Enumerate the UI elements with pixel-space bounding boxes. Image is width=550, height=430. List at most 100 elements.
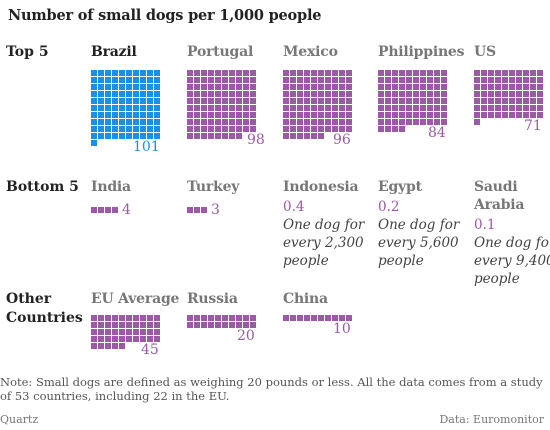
dog-square [392, 91, 398, 97]
dog-square [488, 91, 494, 97]
dog-square [140, 98, 146, 104]
dog-square [133, 84, 139, 90]
dog-square [140, 322, 146, 328]
dog-square [154, 119, 160, 125]
waffle-india [91, 207, 118, 213]
dog-square [297, 91, 303, 97]
dog-square [502, 91, 508, 97]
dog-square [222, 70, 228, 76]
dog-square [229, 322, 235, 328]
dog-square [413, 77, 419, 83]
value-label: 20 [237, 328, 255, 344]
dog-square [194, 112, 200, 118]
dog-square [385, 119, 391, 125]
country-name: Saudi Arabia [474, 179, 525, 213]
dog-square [378, 84, 384, 90]
dog-square [229, 70, 235, 76]
dog-square [215, 112, 221, 118]
dog-square [126, 98, 132, 104]
dog-square [392, 119, 398, 125]
dog-square [133, 336, 139, 342]
dog-square [509, 77, 515, 83]
dog-square [339, 91, 345, 97]
dog-square [215, 91, 221, 97]
dog-square [154, 126, 160, 132]
dog-square [215, 315, 221, 321]
dog-square [297, 77, 303, 83]
dog-square [140, 336, 146, 342]
country-cell-china: China 10 [283, 290, 373, 337]
country-name: Turkey [187, 179, 240, 195]
dog-square [147, 70, 153, 76]
dog-square [208, 322, 214, 328]
dog-square [229, 133, 235, 139]
dog-square [140, 112, 146, 118]
dog-square [523, 84, 529, 90]
dog-square [98, 336, 104, 342]
dog-square [133, 112, 139, 118]
dog-square [91, 336, 97, 342]
country-cell-egypt: Egypt 0.2 One dog for every 5,600 people [378, 178, 468, 270]
dog-square [523, 70, 529, 76]
data-source: Data: Euromonitor [439, 413, 544, 426]
dog-square [290, 133, 296, 139]
dog-square [119, 336, 125, 342]
dog-square [537, 98, 543, 104]
dog-square [187, 91, 193, 97]
dog-square [290, 98, 296, 104]
dog-square [530, 77, 536, 83]
dog-square [474, 70, 480, 76]
dog-square [140, 126, 146, 132]
dog-square [385, 70, 391, 76]
dog-square [509, 70, 515, 76]
dog-square [236, 70, 242, 76]
dog-square [229, 77, 235, 83]
dog-square [112, 207, 118, 213]
dog-square [91, 126, 97, 132]
dog-square [105, 126, 111, 132]
dog-square [140, 315, 146, 321]
dog-square [133, 329, 139, 335]
dog-square [332, 112, 338, 118]
dog-square [201, 70, 207, 76]
dog-square [509, 98, 515, 104]
dog-square [112, 343, 118, 349]
dog-square [311, 105, 317, 111]
dog-square [105, 322, 111, 328]
dog-square [119, 105, 125, 111]
dog-square [243, 322, 249, 328]
dog-square [304, 112, 310, 118]
row-label-bottom5: Bottom 5 [6, 179, 79, 195]
dog-square [392, 77, 398, 83]
dog-square [523, 98, 529, 104]
dog-square [194, 84, 200, 90]
dog-square [339, 105, 345, 111]
dog-square [133, 77, 139, 83]
dog-square [222, 105, 228, 111]
dog-square [434, 77, 440, 83]
dog-square [119, 84, 125, 90]
dog-square [222, 315, 228, 321]
dog-square [392, 105, 398, 111]
dog-square [297, 70, 303, 76]
dog-square [208, 105, 214, 111]
dog-square [290, 70, 296, 76]
dog-square [318, 70, 324, 76]
dog-square [98, 91, 104, 97]
dog-square [154, 336, 160, 342]
dog-square [222, 133, 228, 139]
dog-square [406, 105, 412, 111]
dog-square [98, 84, 104, 90]
dog-square [304, 315, 310, 321]
dog-square [215, 126, 221, 132]
dog-square [236, 98, 242, 104]
dog-square [304, 91, 310, 97]
dog-square [332, 315, 338, 321]
dog-square [441, 84, 447, 90]
dog-square [311, 112, 317, 118]
dog-square [187, 84, 193, 90]
dog-square [147, 315, 153, 321]
dog-square [283, 133, 289, 139]
dog-square [208, 98, 214, 104]
dog-square [98, 329, 104, 335]
